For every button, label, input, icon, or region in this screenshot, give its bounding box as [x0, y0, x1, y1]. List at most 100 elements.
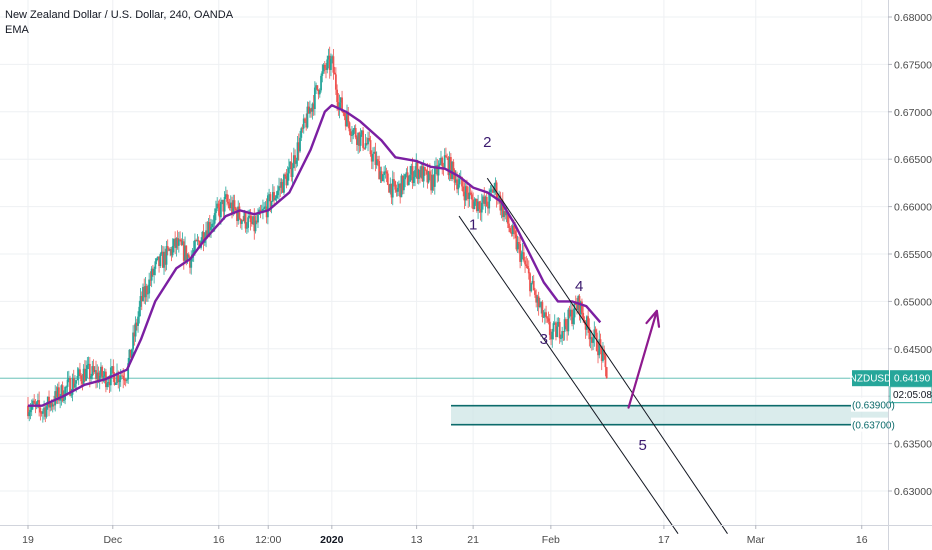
candle-body — [233, 200, 236, 209]
candle-body — [248, 215, 251, 218]
candle-body — [587, 316, 590, 328]
candle-body — [605, 367, 608, 379]
x-tick-label: 13 — [411, 534, 423, 546]
target-zone — [0, 377, 888, 426]
candle-body — [318, 90, 321, 95]
candle-body — [493, 186, 496, 193]
candle-body — [422, 167, 425, 182]
candle-body — [38, 400, 41, 408]
candle-body — [160, 251, 163, 255]
candle-body — [127, 363, 130, 380]
candle-body — [478, 201, 481, 210]
candle-body — [525, 264, 528, 267]
candle-body — [398, 183, 400, 188]
candle-body — [421, 166, 424, 182]
candle-body — [384, 171, 387, 173]
candle-body — [348, 122, 351, 132]
candle-body — [86, 365, 89, 369]
candle-body — [490, 189, 493, 191]
candle-body — [391, 179, 394, 198]
candle-body — [452, 161, 455, 171]
candle-body — [372, 153, 374, 162]
candle-body — [571, 309, 573, 325]
candle-body — [454, 179, 457, 183]
x-tick-label: 16 — [213, 534, 225, 546]
countdown-tag-bg — [889, 386, 932, 404]
candle-body — [129, 349, 132, 358]
candle-body — [36, 400, 39, 403]
candle-body — [273, 192, 275, 201]
candle-body — [352, 129, 355, 136]
candle-body — [138, 306, 141, 317]
candle-body — [239, 218, 242, 224]
candle-body — [111, 366, 113, 368]
candle-body — [474, 198, 477, 202]
candle-body — [184, 245, 186, 261]
candle-body — [126, 379, 128, 381]
candle-body — [217, 203, 220, 208]
candle-body — [116, 372, 118, 384]
ema-line-group — [28, 103, 602, 407]
candle-body — [128, 349, 131, 364]
candle-body — [64, 387, 66, 400]
candle-body — [504, 211, 507, 216]
candle-body — [237, 206, 240, 222]
chart-title: New Zealand Dollar / U.S. Dollar, 240, O… — [5, 9, 234, 21]
y-tick-label: 0.67000 — [894, 107, 932, 119]
candle-body — [130, 349, 133, 358]
candle-body — [479, 209, 482, 213]
candle-body — [317, 89, 320, 95]
candle-body — [527, 268, 530, 274]
candle-body — [343, 113, 346, 117]
candle-body — [331, 56, 334, 59]
candle-body — [433, 166, 436, 187]
candle-body — [356, 137, 358, 145]
candle-body — [470, 194, 473, 200]
candle-body — [83, 368, 86, 381]
candle-body — [250, 222, 253, 224]
candle-body — [299, 137, 301, 152]
y-tick-label: 0.65000 — [894, 296, 932, 308]
candle-body — [181, 241, 184, 245]
candle-body — [513, 225, 515, 231]
candle-body — [359, 134, 362, 146]
candle-body — [49, 402, 52, 408]
candle-body — [46, 396, 49, 407]
candle-body — [369, 140, 372, 155]
candle-body — [325, 68, 327, 70]
candle-body — [501, 200, 504, 218]
candle-body — [365, 143, 368, 145]
candle-body — [35, 402, 38, 405]
candle-body — [158, 256, 160, 267]
candle-body — [69, 378, 71, 396]
candle-body — [190, 257, 193, 268]
candle-body — [97, 372, 100, 382]
candle-body — [135, 322, 138, 326]
candle-body — [604, 355, 607, 368]
candle-body — [600, 346, 603, 361]
candle-body — [259, 209, 262, 213]
x-axis: 19 Dec 16 12:00 2020 13 21 Feb 17 Mar 16 — [0, 525, 932, 546]
candle-body — [163, 251, 165, 268]
candle-body — [328, 55, 331, 70]
candle-body — [216, 203, 219, 209]
candle-body — [445, 155, 447, 158]
wave-label-1: 1 — [469, 216, 477, 233]
candle-body — [375, 159, 378, 165]
candle-body — [330, 58, 332, 70]
candle-body — [287, 167, 290, 174]
candle-body — [546, 317, 549, 319]
ema-line — [28, 103, 602, 407]
candle-body — [566, 325, 569, 332]
candle-body — [278, 186, 280, 191]
candle-body — [582, 312, 585, 321]
candle-body — [100, 366, 102, 376]
candle-body — [535, 294, 538, 303]
candle-body — [41, 411, 44, 414]
candle-body — [218, 207, 221, 218]
candle-body — [140, 296, 143, 302]
drawings: 1 2 4 3 5 — [458, 134, 728, 534]
candle-body — [241, 220, 243, 224]
